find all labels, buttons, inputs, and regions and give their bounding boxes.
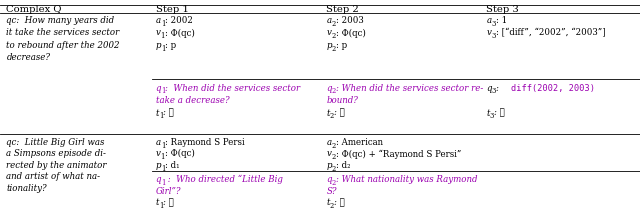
Text: q: q [326,84,332,93]
Text: 2: 2 [330,202,334,208]
Text: : p: : p [165,41,177,50]
Text: 1: 1 [161,153,164,161]
Text: 2: 2 [332,153,335,161]
Text: S?: S? [326,187,337,196]
Text: : What nationality was Raymond: : What nationality was Raymond [336,175,477,184]
Text: : 𝒞: : 𝒞 [494,109,505,118]
Text: 2: 2 [332,20,336,28]
Text: : Φ(qc): : Φ(qc) [335,28,365,38]
Text: bound?: bound? [326,96,358,105]
Text: v: v [326,149,332,158]
Text: a: a [326,138,332,147]
Text: Step 2: Step 2 [326,5,359,14]
Text: Step 3: Step 3 [486,5,519,14]
Text: it take the services sector: it take the services sector [6,28,120,37]
Text: p: p [326,41,332,50]
Text: 1: 1 [159,202,163,208]
Text: q: q [486,84,492,93]
Text: a: a [156,16,161,25]
Text: t: t [326,109,330,118]
Text: rected by the animator: rected by the animator [6,161,107,170]
Text: 2: 2 [332,32,335,40]
Text: q: q [326,175,332,184]
Text: : 𝒮: : 𝒮 [334,109,345,118]
Text: a: a [486,16,492,25]
Text: 2: 2 [332,165,336,172]
Text: 2: 2 [332,45,336,53]
Text: : Φ(qc): : Φ(qc) [164,149,195,158]
Text: qc:  Little Big Girl was: qc: Little Big Girl was [6,138,105,147]
Text: : 𝒮: : 𝒮 [163,109,174,118]
Text: 1: 1 [159,112,163,120]
Text: a: a [156,138,161,147]
Text: : Φ(qc): : Φ(qc) [164,28,195,38]
Text: t: t [156,198,159,207]
Text: :  When did the services sector: : When did the services sector [165,84,301,93]
Text: a Simpsons episode di-: a Simpsons episode di- [6,149,106,158]
Text: p: p [326,161,332,170]
Text: and artist of what na-: and artist of what na- [6,172,100,181]
Text: 1: 1 [161,165,165,172]
Text: p: p [156,161,161,170]
Text: q: q [156,84,161,93]
Text: t: t [156,109,159,118]
Text: 1: 1 [161,32,164,40]
Text: v: v [156,28,161,37]
Text: v: v [326,28,332,37]
Text: 1: 1 [161,45,165,53]
Text: v: v [156,149,161,158]
Text: 1: 1 [161,20,165,28]
Text: diff(2002, 2003): diff(2002, 2003) [511,84,595,93]
Text: to rebound after the 2002: to rebound after the 2002 [6,41,120,50]
Text: 2: 2 [332,87,336,95]
Text: 1: 1 [161,87,165,95]
Text: : 2003: : 2003 [336,16,364,25]
Text: t: t [486,109,490,118]
Text: : d₁: : d₁ [165,161,180,170]
Text: :: : [496,84,502,93]
Text: : 1: : 1 [496,16,507,25]
Text: : Φ(qc) + “Raymond S Persi”: : Φ(qc) + “Raymond S Persi” [335,149,461,159]
Text: Girl”?: Girl”? [156,187,181,196]
Text: t: t [326,198,330,207]
Text: p: p [156,41,161,50]
Text: 1: 1 [161,142,165,150]
Text: q: q [156,175,161,184]
Text: Complex Q: Complex Q [6,5,62,14]
Text: tionality?: tionality? [6,184,47,193]
Text: v: v [486,28,492,37]
Text: : American: : American [336,138,383,147]
Text: Step 1: Step 1 [156,5,188,14]
Text: 2: 2 [330,112,334,120]
Text: 1: 1 [161,179,165,187]
Text: take a decrease?: take a decrease? [156,96,229,105]
Text: : 𝒮: : 𝒮 [163,198,174,207]
Text: : p: : p [336,41,348,50]
Text: qc:  How many years did: qc: How many years did [6,16,115,25]
Text: : When did the services sector re-: : When did the services sector re- [336,84,483,93]
Text: : 2002: : 2002 [165,16,193,25]
Text: : [“diff”, “2002”, “2003”]: : [“diff”, “2002”, “2003”] [495,28,605,38]
Text: 2: 2 [332,142,336,150]
Text: 3: 3 [492,20,496,28]
Text: : Raymond S Persi: : Raymond S Persi [165,138,244,147]
Text: decrease?: decrease? [6,53,51,62]
Text: : 𝒮: : 𝒮 [334,198,345,207]
Text: 3: 3 [492,87,496,95]
Text: 3: 3 [490,112,494,120]
Text: 3: 3 [492,32,495,40]
Text: 2: 2 [332,179,336,187]
Text: a: a [326,16,332,25]
Text: :  Who directed “Little Big: : Who directed “Little Big [165,175,284,184]
Text: : d₂: : d₂ [336,161,351,170]
